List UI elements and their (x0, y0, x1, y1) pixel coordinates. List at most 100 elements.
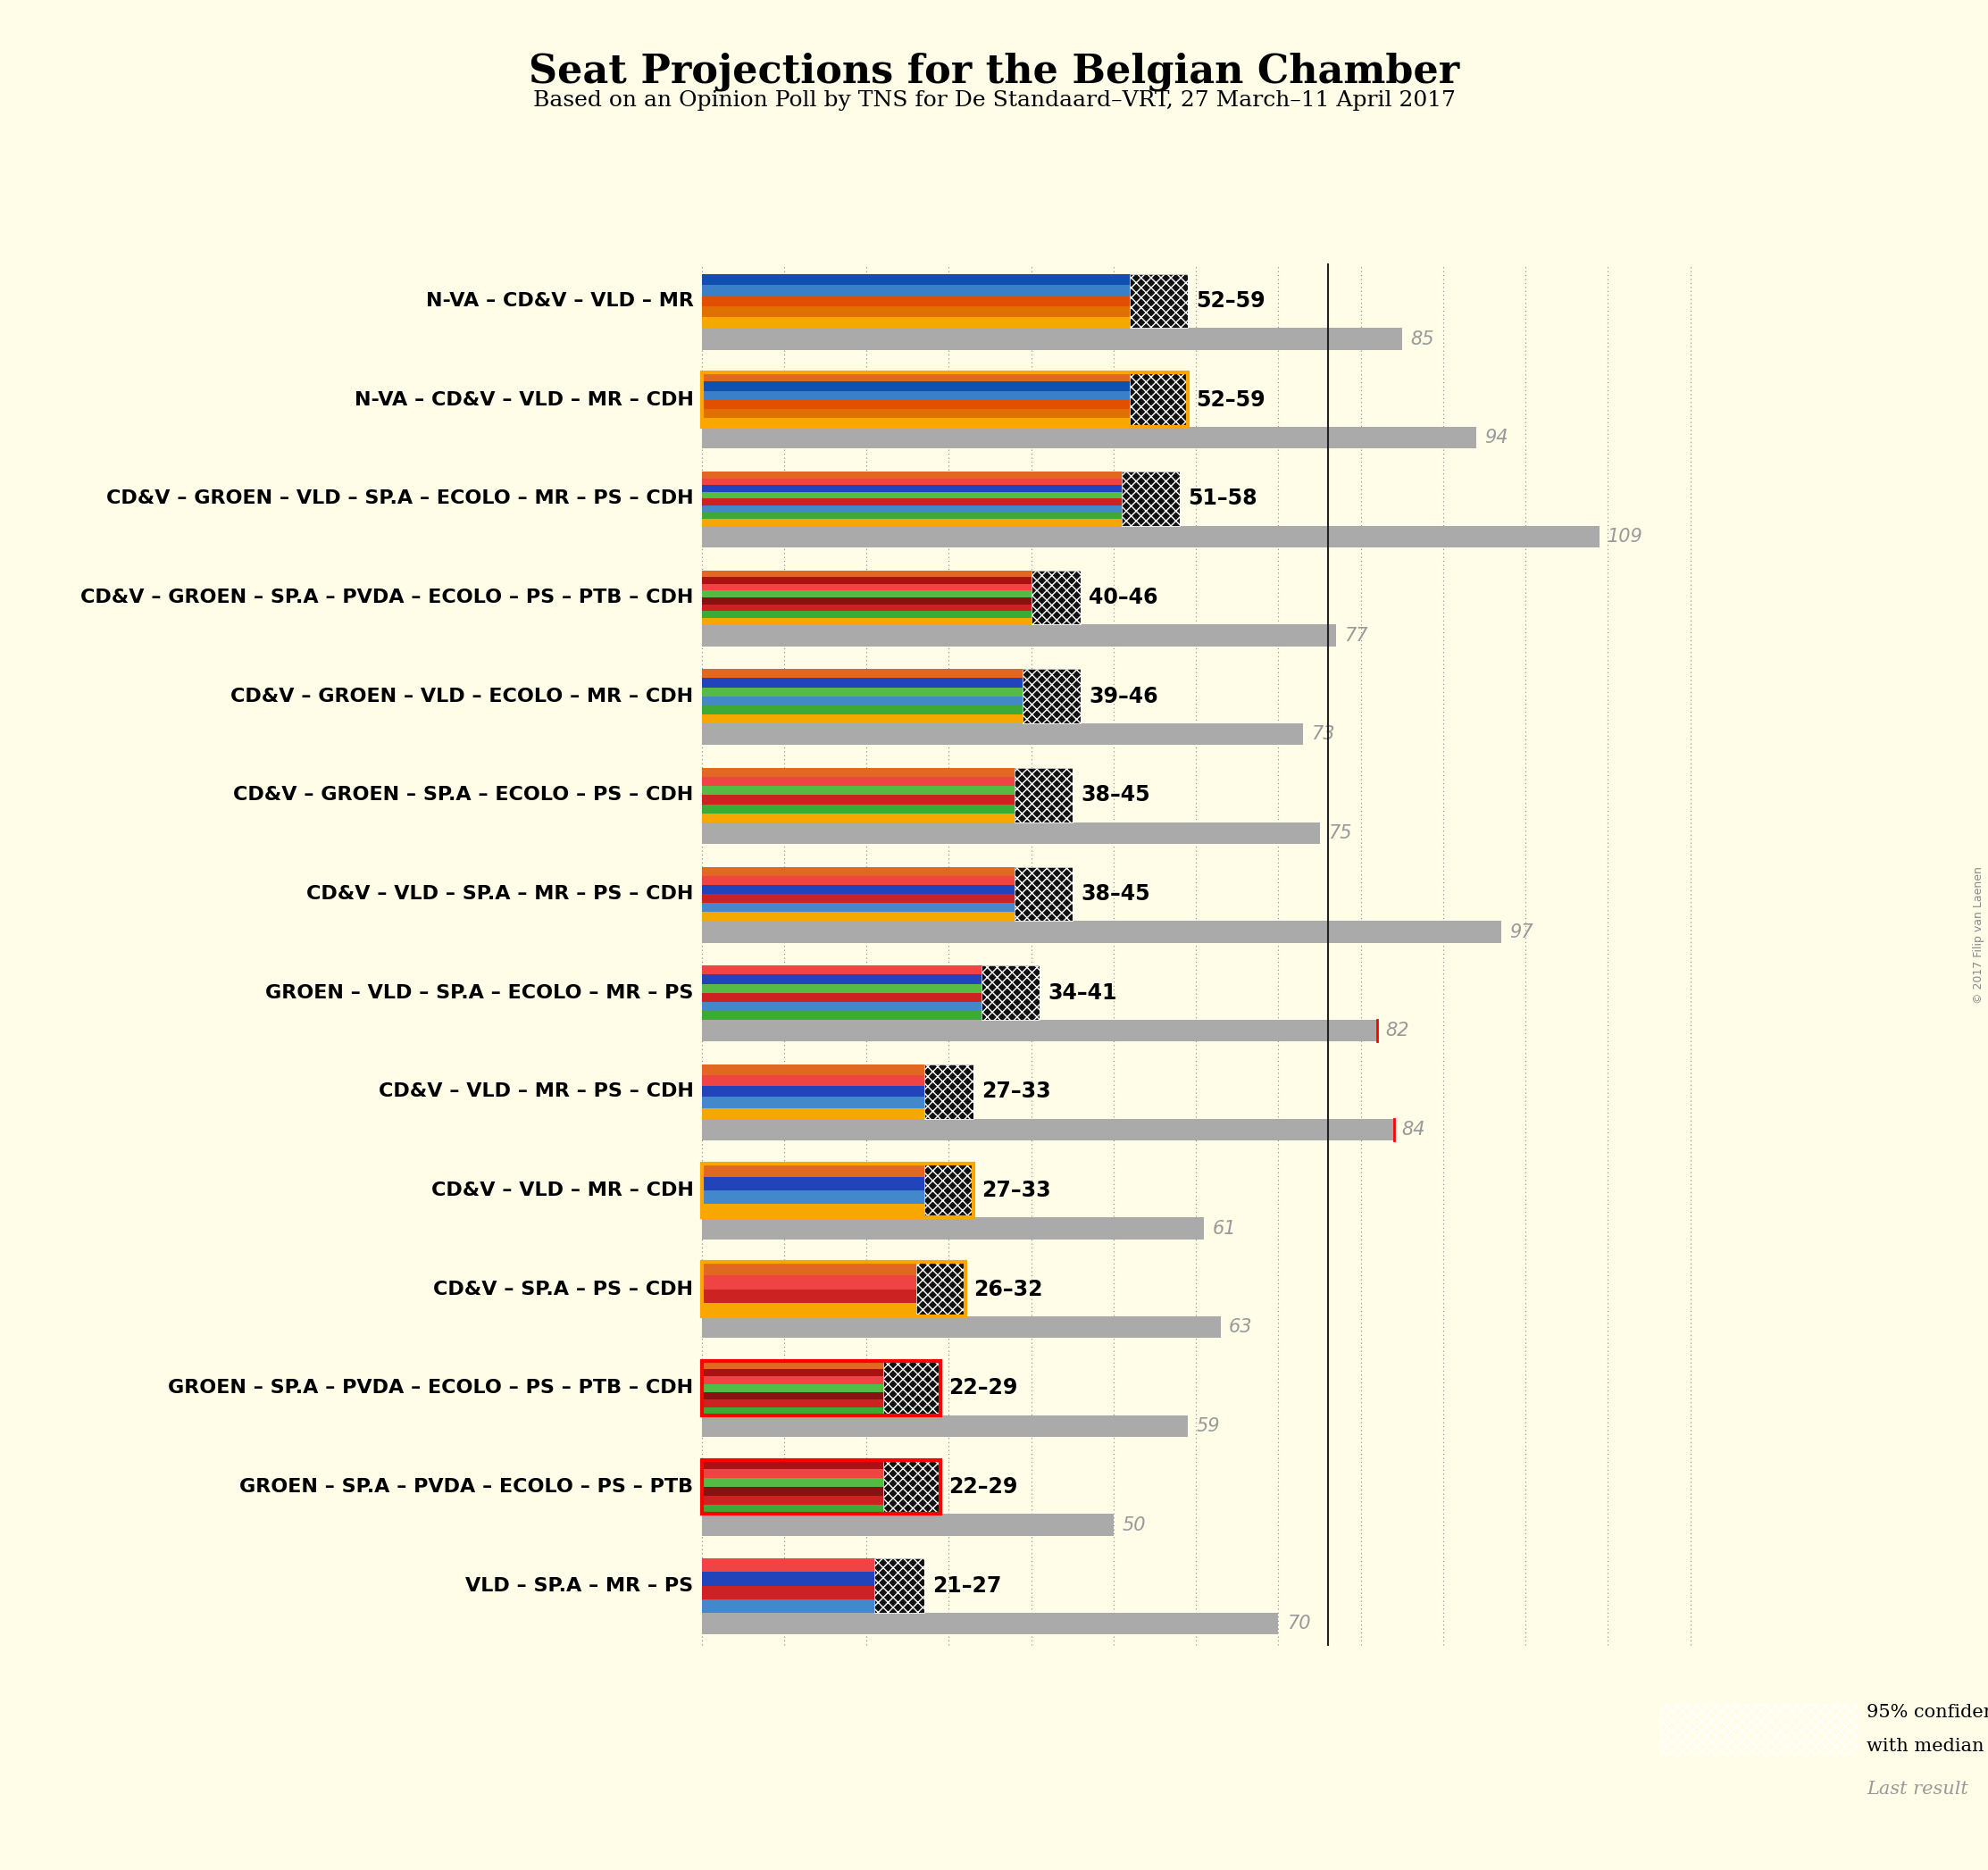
Bar (702, 804, 1014, 813)
Text: 75: 75 (1328, 825, 1352, 841)
Bar (702, 1384, 883, 1391)
Bar (702, 1468, 883, 1477)
Bar (702, 284, 1129, 295)
Bar (702, 795, 1014, 804)
Bar (702, 318, 1129, 327)
Bar (1129, 372, 1187, 426)
Bar (702, 307, 1129, 318)
Bar (702, 1496, 883, 1505)
Text: CD&V – GROEN – VLD – SP.A – ECOLO – MR – PS – CDH: CD&V – GROEN – VLD – SP.A – ECOLO – MR –… (105, 490, 694, 507)
Bar (1014, 769, 1072, 823)
Bar (982, 965, 1040, 1019)
Bar (702, 813, 1014, 823)
Bar (1014, 769, 1072, 823)
Bar (702, 499, 1121, 505)
Bar (702, 669, 1024, 679)
Bar (702, 696, 1024, 705)
Bar (702, 1361, 883, 1369)
Bar (702, 868, 1014, 875)
Text: CD&V – SP.A – PS – CDH: CD&V – SP.A – PS – CDH (433, 1281, 694, 1298)
Text: 39–46: 39–46 (1089, 686, 1159, 707)
Bar (924, 1064, 974, 1118)
Bar (875, 1558, 924, 1614)
Text: CD&V – GROEN – SP.A – ECOLO – PS – CDH: CD&V – GROEN – SP.A – ECOLO – PS – CDH (233, 785, 694, 804)
Bar (702, 1558, 875, 1573)
Text: GROEN – SP.A – PVDA – ECOLO – PS – PTB – CDH: GROEN – SP.A – PVDA – ECOLO – PS – PTB –… (169, 1380, 694, 1397)
Bar (982, 965, 1040, 1019)
Bar (1121, 471, 1179, 525)
Bar (702, 1369, 883, 1376)
Text: CD&V – GROEN – SP.A – PVDA – ECOLO – PS – PTB – CDH: CD&V – GROEN – SP.A – PVDA – ECOLO – PS … (80, 589, 694, 606)
Bar (702, 1262, 966, 1316)
Bar (702, 965, 982, 974)
Bar (702, 372, 1187, 426)
Bar (702, 327, 1402, 350)
Bar (702, 679, 1024, 688)
Bar (702, 705, 1024, 714)
Bar (702, 1460, 883, 1468)
Bar (883, 1361, 940, 1416)
Text: CD&V – VLD – SP.A – MR – PS – CDH: CD&V – VLD – SP.A – MR – PS – CDH (306, 885, 694, 903)
Bar (702, 410, 1129, 417)
Bar (702, 578, 1032, 583)
Text: 84: 84 (1402, 1120, 1425, 1139)
Text: GROEN – SP.A – PVDA – ECOLO – PS – PTB: GROEN – SP.A – PVDA – ECOLO – PS – PTB (241, 1477, 694, 1496)
Bar (702, 381, 1129, 391)
Bar (702, 391, 1129, 400)
Bar (702, 1599, 875, 1614)
Text: 27–33: 27–33 (982, 1081, 1052, 1101)
Bar (702, 1107, 924, 1118)
Bar (702, 484, 1121, 492)
Text: 21–27: 21–27 (932, 1575, 1002, 1597)
Bar (702, 583, 1032, 591)
Text: 95% confidence interval: 95% confidence interval (1867, 1704, 1988, 1720)
Bar (702, 885, 1014, 894)
Bar (883, 1460, 940, 1515)
Bar (702, 1477, 883, 1487)
Bar (702, 1288, 916, 1303)
Bar (1121, 471, 1179, 525)
Bar (924, 1064, 974, 1118)
Bar (702, 479, 1121, 484)
Bar (1024, 669, 1081, 724)
Bar (702, 1086, 924, 1098)
Bar (702, 426, 1477, 449)
Bar (1014, 868, 1072, 922)
Bar (702, 604, 1032, 611)
Bar (702, 1303, 916, 1316)
Text: Last result: Last result (1867, 1780, 1968, 1797)
Text: 38–45: 38–45 (1081, 883, 1149, 905)
Text: 22–29: 22–29 (948, 1378, 1018, 1399)
Text: 82: 82 (1386, 1021, 1409, 1040)
Bar (1014, 868, 1072, 922)
Bar (702, 625, 1336, 647)
Text: N-VA – CD&V – VLD – MR – CDH: N-VA – CD&V – VLD – MR – CDH (354, 391, 694, 410)
Text: with median: with median (1867, 1737, 1984, 1754)
Bar (702, 1191, 924, 1204)
Bar (875, 1558, 924, 1614)
Bar (702, 273, 1129, 284)
Text: 34–41: 34–41 (1048, 982, 1117, 1004)
Bar (1032, 570, 1081, 625)
Bar (702, 785, 1014, 795)
Bar (702, 417, 1129, 426)
Bar (702, 1163, 974, 1217)
Bar (702, 570, 1032, 578)
Bar (702, 1275, 916, 1288)
Text: GROEN – VLD – SP.A – ECOLO – MR – PS: GROEN – VLD – SP.A – ECOLO – MR – PS (264, 984, 694, 1002)
Text: 63: 63 (1229, 1318, 1252, 1337)
Text: CD&V – VLD – MR – CDH: CD&V – VLD – MR – CDH (431, 1182, 694, 1199)
Bar (702, 1487, 883, 1496)
Text: N-VA – CD&V – VLD – MR: N-VA – CD&V – VLD – MR (425, 292, 694, 310)
Bar (702, 1460, 940, 1515)
Bar (702, 1064, 924, 1075)
Bar (702, 993, 982, 1002)
Text: 40–46: 40–46 (1089, 587, 1159, 608)
Bar (702, 1262, 916, 1275)
Bar (702, 505, 1121, 512)
Bar (702, 1586, 875, 1599)
Bar (702, 823, 1320, 843)
Bar (702, 903, 1014, 913)
Bar (702, 1075, 924, 1086)
Text: 70: 70 (1286, 1616, 1310, 1633)
